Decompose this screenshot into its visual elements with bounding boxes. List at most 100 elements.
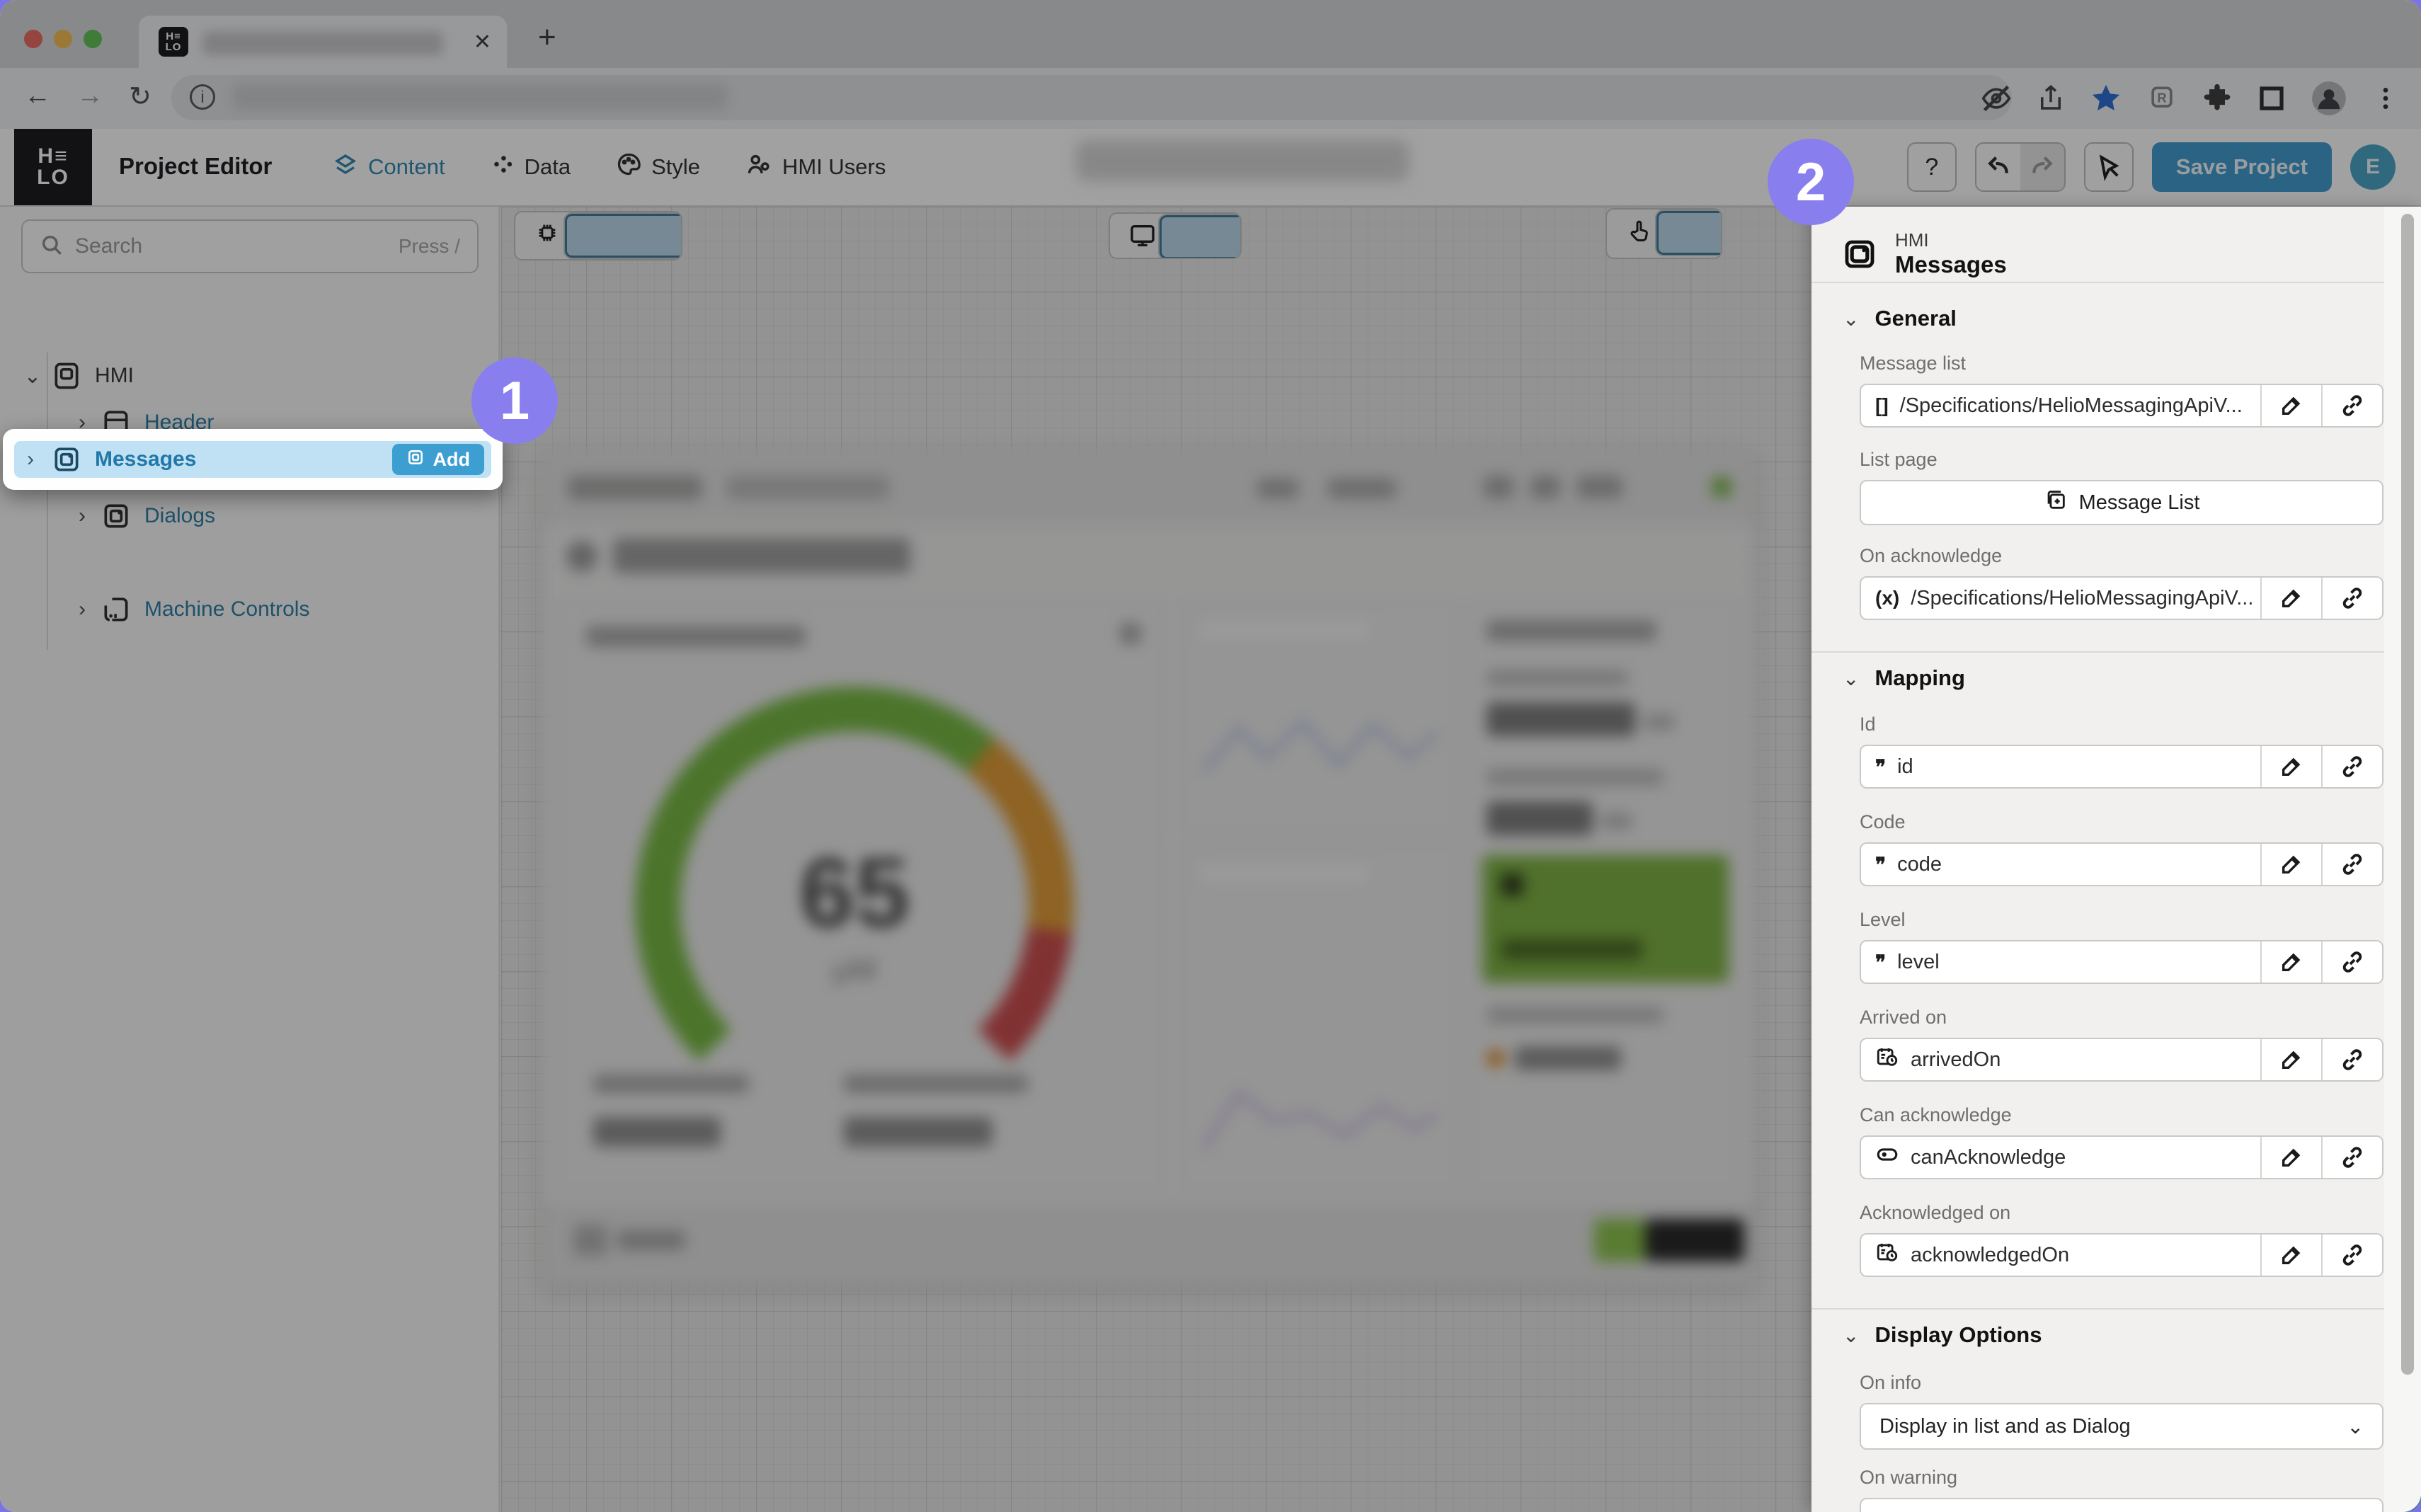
mapping-id-value[interactable]: ❞ id [1875, 755, 1913, 778]
toggle-icon [1875, 1142, 1899, 1172]
link-button[interactable] [2321, 1039, 2382, 1080]
tree-item-dialogs[interactable]: › Dialogs [0, 493, 498, 539]
edit-pencil-button[interactable] [2260, 385, 2321, 426]
field-label: Arrived on [1860, 1007, 1947, 1028]
on-info-select[interactable]: Display in list and as Dialog ⌄ [1860, 1403, 2383, 1450]
field-label: On acknowledge [1860, 545, 2003, 566]
chevron-down-icon: ⌄ [2347, 1415, 2364, 1438]
tab-data[interactable]: Data [491, 152, 571, 182]
link-button[interactable] [2321, 1137, 2382, 1178]
panel-scrollbar-track[interactable] [2384, 207, 2421, 1512]
field-label: Level [1860, 909, 1906, 930]
chevron-right-icon[interactable]: › [79, 504, 86, 527]
forward-icon[interactable]: → [76, 81, 103, 110]
placeholder-mode-button[interactable]: Placeholder [563, 212, 682, 259]
edit-test-toggle: Edit Test [1606, 208, 1723, 259]
user-avatar[interactable]: E [2350, 144, 2396, 190]
add-message-button[interactable]: Add [391, 444, 484, 475]
bookmark-star-icon[interactable] [2090, 82, 2122, 115]
reading-list-icon[interactable]: R [2146, 83, 2177, 114]
tree-item-messages[interactable]: › Messages Add [14, 441, 491, 478]
layer-tree-sidebar: Search Press / ⌄ HMI › Header › Pages › [0, 207, 500, 1512]
pages-stack-icon [2044, 488, 2068, 517]
quote-icon: ❞ [1875, 853, 1887, 876]
mapping-arrivedon-value[interactable]: arrivedOn [1861, 1039, 2260, 1080]
section-mapping[interactable]: ⌄ Mapping [1843, 665, 1965, 690]
mapping-code-value[interactable]: ❞ code [1875, 852, 1942, 876]
window-close-button[interactable] [24, 30, 42, 48]
edit-mode-button[interactable]: Edit [1655, 210, 1722, 256]
url-field[interactable]: i [171, 75, 2012, 120]
on-warning-select[interactable]: Display in list and as Dialog [1860, 1498, 2383, 1512]
link-button[interactable] [2321, 941, 2382, 983]
chevron-down-icon[interactable]: ⌄ [23, 364, 42, 388]
chip-icon [535, 221, 559, 251]
edit-pencil-button[interactable] [2260, 578, 2321, 619]
section-display-options[interactable]: ⌄ Display Options [1843, 1322, 2042, 1347]
search-shortcut-hint: Press / [398, 235, 460, 257]
edit-pencil-button[interactable] [2260, 1039, 2321, 1080]
tab-hmi-users[interactable]: HMI Users [745, 151, 886, 183]
redo-button[interactable] [2020, 144, 2064, 190]
on-acknowledge-value[interactable]: (x) /Specifications/HelioMessagingApiV..… [1875, 586, 2254, 609]
edit-pencil-button[interactable] [2260, 941, 2321, 983]
tab-close-icon[interactable]: ✕ [473, 30, 491, 54]
menu-dots-icon[interactable] [2371, 84, 2400, 113]
message-list-page-button[interactable]: Message List [1860, 480, 2383, 525]
calendar-clock-icon [1875, 1045, 1899, 1075]
dashboard-preview-blurred: 65 µM [542, 450, 1754, 1285]
link-button[interactable] [2321, 1235, 2382, 1276]
mapping-level-value[interactable]: ❞ level [1875, 950, 1940, 973]
desktop-preview-button[interactable] [1110, 214, 1175, 258]
share-icon[interactable] [2036, 84, 2066, 113]
save-button[interactable]: Save Project [2151, 142, 2332, 192]
window-zoom-button[interactable] [84, 30, 102, 48]
reload-icon[interactable]: ↻ [129, 82, 151, 112]
chevron-down-icon[interactable]: ⌄ [1843, 667, 1860, 689]
editor-canvas[interactable]: Placeholder PLC Data Edit Test [501, 207, 1812, 1512]
edit-pencil-button[interactable] [2260, 1235, 2321, 1276]
profile-avatar-icon[interactable] [2311, 80, 2347, 117]
site-info-icon[interactable]: i [190, 84, 215, 110]
search-input[interactable]: Search Press / [21, 219, 479, 273]
message-list-value[interactable]: [] /Specifications/HelioMessagingApiV... [1875, 394, 2243, 417]
extensions-puzzle-icon[interactable] [2202, 83, 2233, 114]
browser-tab[interactable]: H≡ LO ✕ [139, 16, 507, 68]
chevron-right-icon[interactable]: › [27, 447, 34, 471]
on-acknowledge-field: (x) /Specifications/HelioMessagingApiV..… [1860, 576, 2383, 620]
chevron-right-icon[interactable]: › [79, 597, 86, 621]
link-button[interactable] [2321, 385, 2382, 426]
link-button[interactable] [2321, 578, 2382, 619]
panel-scrollbar-thumb[interactable] [2401, 214, 2414, 1375]
mapping-acknowledgedon-value[interactable]: acknowledgedOn [1861, 1235, 2260, 1276]
dialog-add-icon [406, 448, 425, 471]
messages-icon [55, 447, 79, 471]
section-general[interactable]: ⌄ General [1843, 306, 1957, 331]
chevron-down-icon[interactable]: ⌄ [1843, 307, 1860, 330]
tree-item-machine-controls[interactable]: › Machine Controls [0, 586, 498, 633]
edit-pencil-button[interactable] [2260, 1137, 2321, 1178]
tab-content[interactable]: Content [333, 151, 445, 183]
pointer-tool-button[interactable] [2083, 142, 2134, 192]
edit-pencil-button[interactable] [2260, 844, 2321, 885]
sidebar-toggle-icon[interactable] [2257, 84, 2286, 113]
tab-style[interactable]: Style [616, 151, 700, 183]
link-button[interactable] [2321, 844, 2382, 885]
chevron-right-icon[interactable]: › [79, 411, 86, 434]
tablet-preview-button[interactable] [1158, 214, 1240, 258]
chevron-down-icon[interactable]: ⌄ [1843, 1324, 1860, 1346]
back-icon[interactable]: ← [24, 81, 51, 110]
mapping-canacknowledge-value[interactable]: canAcknowledge [1861, 1137, 2260, 1178]
window-minimize-button[interactable] [54, 30, 72, 48]
tree-item-hmi[interactable]: ⌄ HMI [0, 353, 498, 399]
undo-button[interactable] [1976, 144, 2020, 190]
quote-icon: ❞ [1875, 951, 1887, 973]
field-label: Message list [1860, 353, 1967, 374]
edit-pencil-button[interactable] [2260, 746, 2321, 787]
new-tab-icon[interactable]: + [538, 20, 556, 55]
link-button[interactable] [2321, 746, 2382, 787]
eye-off-icon[interactable] [1981, 83, 2012, 114]
help-button[interactable]: ? [1906, 142, 1957, 192]
quote-icon: ❞ [1875, 755, 1887, 778]
